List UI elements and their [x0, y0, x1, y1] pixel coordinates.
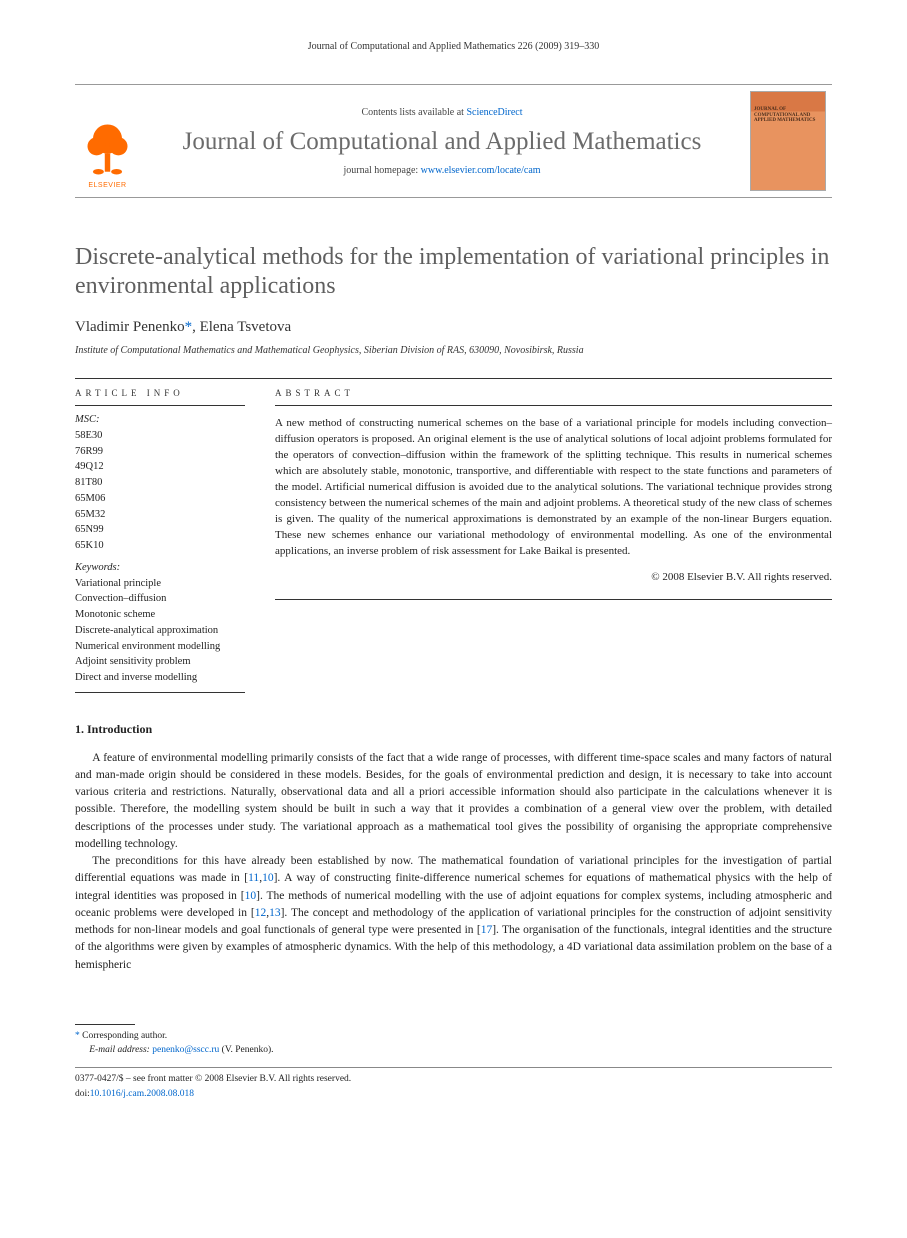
cover-thumb-box: JOURNAL OF COMPUTATIONAL AND APPLIED MAT…: [744, 85, 832, 197]
footnote-separator: [75, 1024, 135, 1025]
contents-available-line: Contents lists available at ScienceDirec…: [150, 106, 734, 120]
author-list: Vladimir Penenko*, Elena Tsvetova: [75, 317, 832, 338]
email-label: E-mail address:: [89, 1045, 150, 1055]
paragraph: A feature of environmental modelling pri…: [75, 750, 832, 854]
keyword: Direct and inverse modelling: [75, 670, 245, 686]
rule: [275, 599, 832, 600]
msc-block: MSC: 58E30 76R99 49Q12 81T80 65M06 65M32…: [75, 406, 245, 554]
msc-code: 49Q12: [75, 459, 245, 475]
rule: [75, 692, 245, 693]
keyword: Variational principle: [75, 576, 245, 592]
journal-cover-thumbnail: JOURNAL OF COMPUTATIONAL AND APPLIED MAT…: [750, 91, 826, 191]
citation-link[interactable]: 13: [269, 907, 281, 919]
affiliation: Institute of Computational Mathematics a…: [75, 344, 832, 358]
publisher-logo-block: ELSEVIER: [75, 85, 140, 197]
meta-row: ARTICLE INFO MSC: 58E30 76R99 49Q12 81T8…: [75, 379, 832, 686]
elsevier-tree-icon: [80, 119, 135, 179]
author-name: Vladimir Penenko: [75, 319, 185, 335]
article-info-header: ARTICLE INFO: [75, 379, 245, 406]
journal-name: Journal of Computational and Applied Mat…: [150, 128, 734, 157]
keyword: Convection–diffusion: [75, 591, 245, 607]
doi-label: doi:: [75, 1089, 90, 1099]
keyword: Discrete-analytical approximation: [75, 623, 245, 639]
masthead: ELSEVIER Contents lists available at Sci…: [75, 84, 832, 198]
corresponding-author-mark[interactable]: *: [185, 319, 193, 335]
keywords-block: Keywords: Variational principle Convecti…: [75, 554, 245, 686]
article-title: Discrete-analytical methods for the impl…: [75, 243, 832, 301]
doi-link[interactable]: 10.1016/j.cam.2008.08.018: [90, 1089, 194, 1099]
homepage-line: journal homepage: www.elsevier.com/locat…: [150, 164, 734, 178]
msc-code: 65K10: [75, 538, 245, 554]
corr-label: Corresponding author.: [82, 1031, 167, 1041]
abstract-text: A new method of constructing numerical s…: [275, 406, 832, 559]
author-separator: ,: [192, 319, 200, 335]
doi-line: doi:10.1016/j.cam.2008.08.018: [75, 1087, 832, 1101]
msc-code: 65M32: [75, 507, 245, 523]
author-name: Elena Tsvetova: [200, 319, 292, 335]
issn-line: 0377-0427/$ – see front matter © 2008 El…: [75, 1072, 832, 1086]
contents-prefix: Contents lists available at: [361, 107, 466, 118]
email-footnote: E-mail address: penenko@sscc.ru (V. Pene…: [75, 1043, 832, 1057]
rule: [75, 1067, 832, 1068]
citation-link[interactable]: 10: [245, 890, 257, 902]
keyword: Numerical environment modelling: [75, 639, 245, 655]
abstract-header: ABSTRACT: [275, 379, 832, 406]
cover-thumb-title: JOURNAL OF COMPUTATIONAL AND APPLIED MAT…: [754, 107, 822, 124]
publisher-name: ELSEVIER: [88, 181, 126, 191]
keyword: Adjoint sensitivity problem: [75, 654, 245, 670]
copyright-line: © 2008 Elsevier B.V. All rights reserved…: [275, 570, 832, 585]
keyword: Monotonic scheme: [75, 607, 245, 623]
introduction-body: A feature of environmental modelling pri…: [75, 750, 832, 974]
citation-link[interactable]: 11: [248, 872, 259, 884]
corresponding-author-footnote: * Corresponding author.: [75, 1029, 832, 1043]
citation-link[interactable]: 10: [262, 872, 274, 884]
msc-label: MSC:: [75, 412, 245, 428]
corr-symbol: *: [75, 1031, 80, 1041]
masthead-center: Contents lists available at ScienceDirec…: [140, 85, 744, 197]
msc-code: 58E30: [75, 428, 245, 444]
section-heading: 1. Introduction: [75, 721, 832, 738]
footnotes: * Corresponding author. E-mail address: …: [75, 1029, 832, 1058]
abstract-column: ABSTRACT A new method of constructing nu…: [275, 379, 832, 686]
sciencedirect-link[interactable]: ScienceDirect: [466, 107, 522, 118]
msc-code: 65M06: [75, 491, 245, 507]
article-info-column: ARTICLE INFO MSC: 58E30 76R99 49Q12 81T8…: [75, 379, 245, 686]
citation-link[interactable]: 17: [481, 924, 493, 936]
email-link[interactable]: penenko@sscc.ru: [152, 1045, 219, 1055]
msc-code: 81T80: [75, 475, 245, 491]
issn-block: 0377-0427/$ – see front matter © 2008 El…: [75, 1072, 832, 1101]
keywords-label: Keywords:: [75, 560, 245, 576]
msc-code: 65N99: [75, 522, 245, 538]
email-attrib: (V. Penenko).: [222, 1045, 274, 1055]
citation-link[interactable]: 12: [255, 907, 267, 919]
msc-code: 76R99: [75, 444, 245, 460]
running-header: Journal of Computational and Applied Mat…: [75, 40, 832, 54]
paragraph: The preconditions for this have already …: [75, 853, 832, 974]
homepage-link[interactable]: www.elsevier.com/locate/cam: [421, 165, 541, 176]
homepage-prefix: journal homepage:: [343, 165, 420, 176]
